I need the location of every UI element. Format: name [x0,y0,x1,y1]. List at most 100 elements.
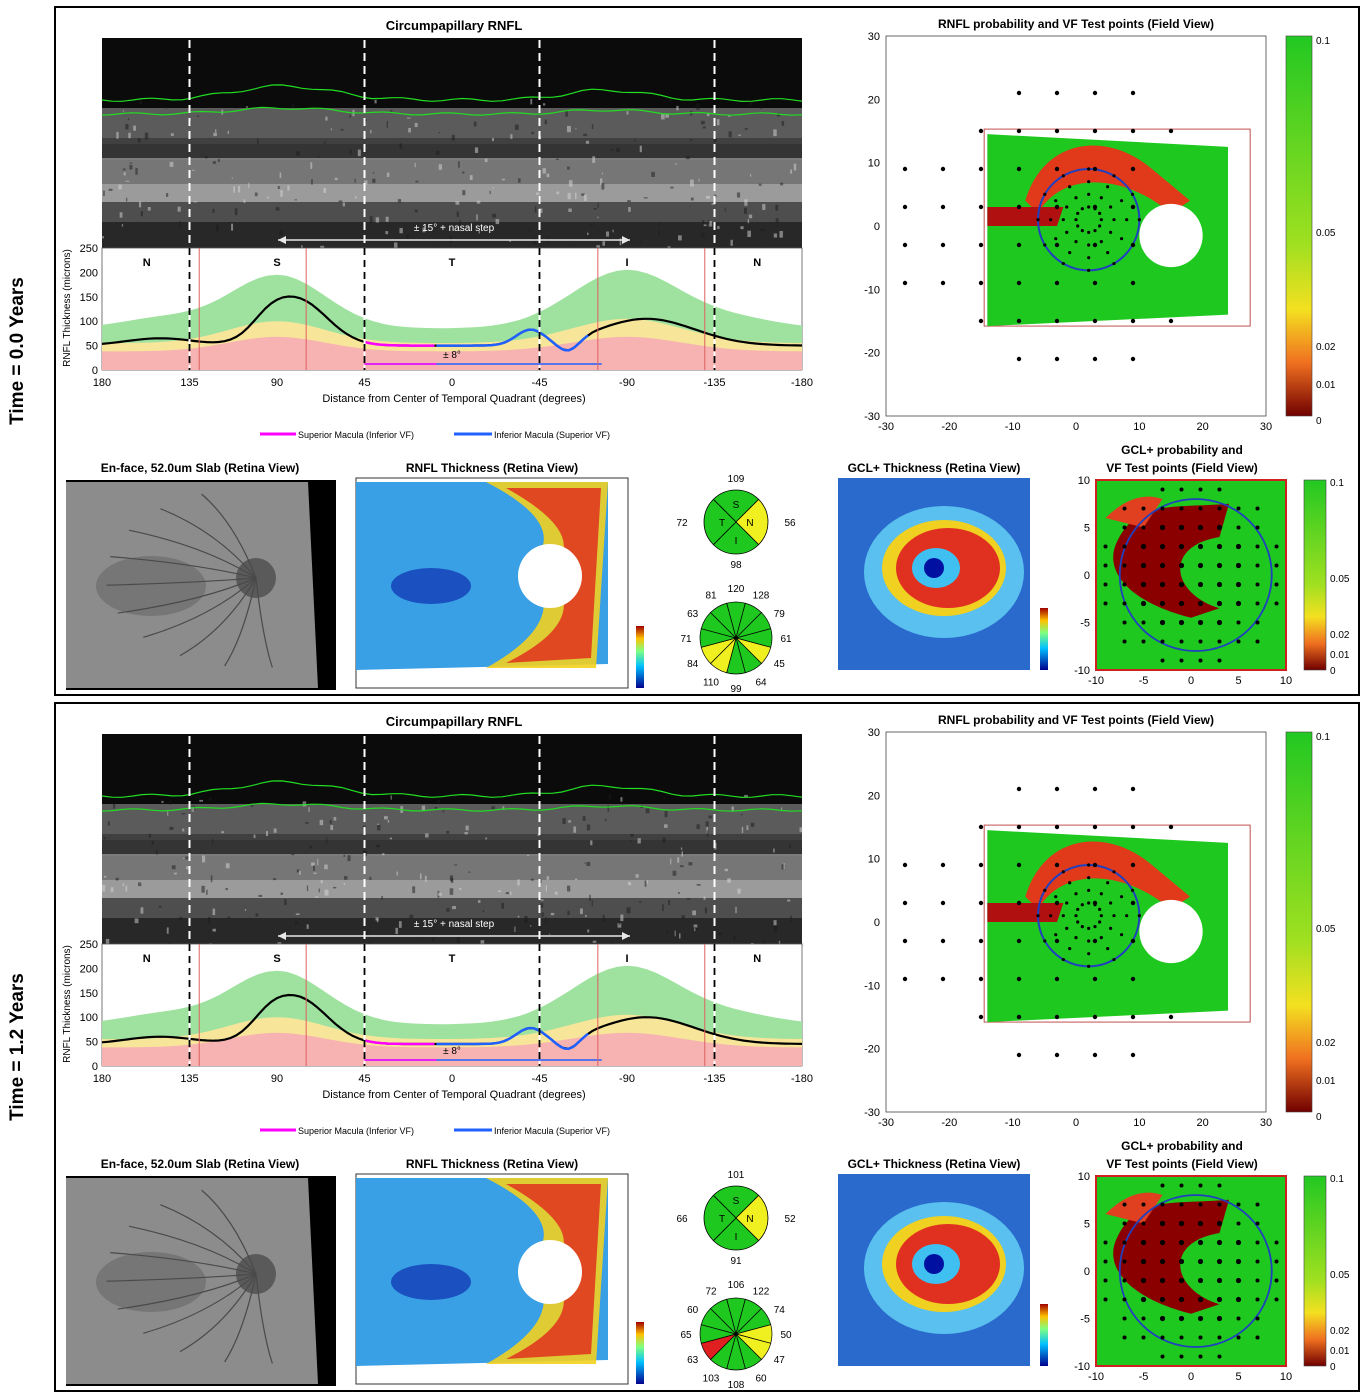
bscan-speckle [617,923,622,928]
bscan-speckle [425,833,429,838]
clock-hour-value: 110 [703,677,719,688]
bscan-speckle [689,179,694,187]
macula-test-point [1130,243,1135,247]
vf-test-point [978,166,984,172]
bscan-speckle [668,98,672,102]
retinal-vessel [255,577,273,668]
bscan-speckle [694,928,696,932]
gcl-thickness-colorbar [1040,1304,1048,1366]
bscan-speckle [501,178,505,181]
clock-hour-value: 128 [753,591,770,602]
bscan-speckle [698,178,700,182]
bscan-speckle [389,837,393,840]
bscan-speckle [296,151,300,156]
scan-boundary [983,824,1251,1023]
bscan-speckle [385,231,389,235]
x-tick: -135 [703,377,725,389]
bscan-speckle [601,172,603,175]
bscan-speckle [724,868,729,872]
vf-test-point [1016,938,1022,944]
y-axis-label: RNFL Thickness (microns) [62,945,73,1063]
bscan-speckle [620,797,623,802]
gcl-test-point [1122,1221,1127,1226]
macula-test-point [1130,192,1135,196]
x-tick: -45 [532,1073,548,1085]
bscan-speckle [740,814,743,816]
bscan-speckle [280,892,284,895]
bscan-layer [102,202,802,222]
bscan-speckle [334,177,338,181]
bscan-speckle [477,900,481,903]
bscan-speckle [453,864,458,866]
bscan-speckle [627,200,631,203]
macula-test-point [1112,957,1116,962]
gcl-test-point [1140,543,1147,550]
x-axis-label: Distance from Center of Temporal Quadran… [322,1089,585,1101]
bscan-speckle [305,821,309,824]
bscan-speckle [377,823,380,826]
gcl-test-point [1274,544,1279,549]
y-tick: 200 [80,963,98,975]
macula-test-point [1099,936,1103,940]
x-tick: -135 [703,1073,725,1085]
bscan-speckle [399,227,403,234]
bscan-speckle [258,894,263,897]
bscan-speckle [640,799,642,802]
rnfl-probability-plot: RNFL probability and VF Test points (Fie… [864,713,1336,1129]
clock-hour-value: 60 [687,1305,699,1316]
bscan-speckle [110,887,114,893]
bscan-speckle [164,106,167,109]
bscan-speckle [659,222,661,225]
vf-test-point [1054,166,1060,172]
bscan-speckle [602,241,606,246]
timepoint-panel: Circumpapillary RNFL ± 15° + nasal step ± … [54,702,1360,1392]
x-tick: 90 [271,377,283,389]
bscan-speckle [372,172,375,174]
quadrant-letter: I [625,257,628,269]
vf-test-point [1092,824,1098,830]
bscan-speckle [301,245,303,248]
bscan-speckle [530,98,533,105]
macula-test-point [1074,914,1078,918]
bscan-speckle [156,850,158,855]
macula-test-point [1099,892,1103,896]
macula-test-point [1080,925,1084,929]
bscan-layer [102,918,802,944]
clock-hour-value: 60 [755,1373,767,1384]
quadrant-letter: S [733,500,740,511]
bscan-speckle [383,816,388,820]
gcl-test-point [1178,1296,1185,1303]
quadrant-sector-S [712,489,760,523]
gcl-test-point [1197,1258,1204,1265]
rnfl-profile-title: Circumpapillary RNFL [386,18,523,33]
bscan-speckle [287,185,290,191]
bscan-speckle [201,855,206,863]
bscan-speckle [717,225,720,230]
macula-test-point [1068,946,1072,951]
clock-hour-value: 50 [780,1330,792,1341]
bscan-speckle [711,203,715,205]
bscan-speckle [234,208,238,216]
gcl-y-tick: -5 [1080,1314,1090,1326]
field-x-tick: -30 [878,421,894,433]
gcl-x-tick: 5 [1235,1371,1241,1383]
retinal-vessel [255,1273,273,1364]
bscan-speckle [212,928,216,932]
gcl-test-point [1122,1202,1127,1207]
bscan-speckle [323,188,327,193]
retinal-vessel [128,529,257,579]
macula-test-point [1061,174,1065,178]
rnfl-thickness-map-panel: RNFL Thickness (Retina View) [355,1157,644,1385]
bscan-speckle [701,232,705,238]
bscan-speckle [453,795,457,797]
bscan-speckle [179,916,183,921]
gcl-x-tick: 5 [1235,675,1241,687]
bscan-speckle [311,862,315,866]
macula-test-point [1087,243,1091,247]
gcl-test-point [1255,582,1260,587]
bscan-speckle [536,192,540,195]
macula-test-point [1074,240,1078,244]
retinal-vessel [106,577,257,586]
bscan-speckle [419,873,422,880]
bscan-speckle [704,907,707,914]
